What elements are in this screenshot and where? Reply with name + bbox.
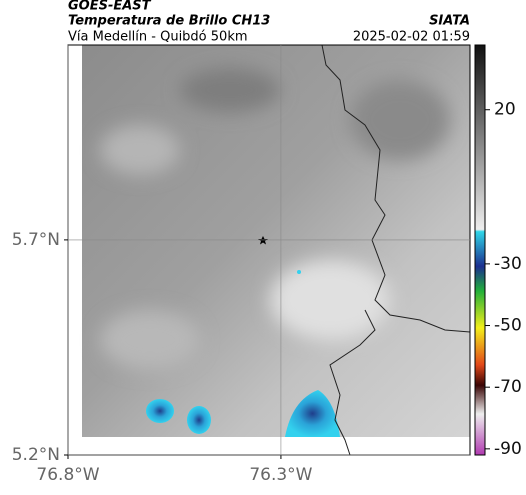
- cold-cloud: [297, 270, 301, 274]
- border: [321, 44, 471, 456]
- source: GOES-EAST: [68, 0, 152, 14]
- colorbar-tick-label: 20: [494, 100, 516, 120]
- region: Vía Medellín - Quibdó 50km: [68, 30, 248, 45]
- colorbar-tick-label: -70: [494, 377, 522, 397]
- cold-cloud: [187, 406, 211, 434]
- cold-cloud: [146, 399, 174, 423]
- colorbar-tick-label: -30: [494, 254, 522, 274]
- datetime: 2025-02-02 01:59: [353, 30, 470, 45]
- agency: SIATA: [429, 14, 470, 29]
- map: [67, 44, 471, 456]
- colorbar-tick-label: -50: [494, 316, 522, 336]
- x-tick-label: 76.3°W: [249, 465, 312, 485]
- station-marker: [258, 236, 268, 245]
- colorbar-tick-label: -90: [494, 439, 522, 459]
- x-tick-label: 76.8°W: [36, 465, 99, 485]
- colorbar: [474, 44, 486, 456]
- cold-cloud: [285, 390, 340, 437]
- y-tick-label: 5.7°N: [12, 230, 60, 250]
- title: Temperatura de Brillo CH13: [68, 14, 270, 29]
- texture: [100, 68, 450, 370]
- y-tick-label: 5.2°N: [12, 445, 60, 465]
